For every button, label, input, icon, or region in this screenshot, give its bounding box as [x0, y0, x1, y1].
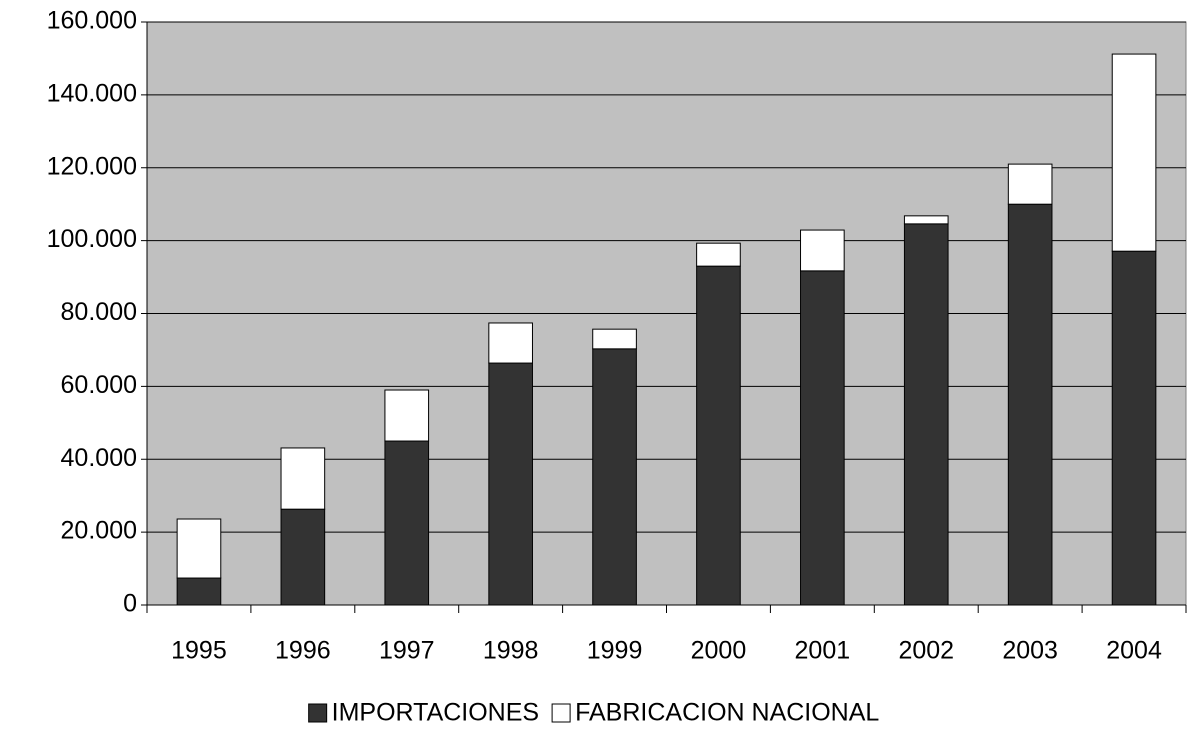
bar-segment — [384, 440, 430, 606]
x-tick-label: 2002 — [898, 637, 954, 665]
bar-segment — [176, 518, 222, 579]
legend-label: IMPORTACIONES — [332, 699, 539, 727]
bar-segment — [488, 362, 533, 606]
y-tick-label: 0 — [123, 590, 137, 618]
bar-segment — [592, 348, 637, 606]
bar-segment — [280, 508, 326, 606]
x-tick-label: 2000 — [691, 637, 747, 665]
x-tick-label: 1995 — [171, 637, 227, 665]
x-tick-label: 1997 — [379, 637, 435, 665]
x-tick-label: 2001 — [795, 637, 851, 665]
bar-segment — [800, 229, 845, 272]
bar-segment — [384, 389, 430, 442]
bar-segment — [1111, 53, 1157, 252]
bar-segment — [696, 265, 741, 606]
x-tick-label: 2003 — [1002, 637, 1058, 665]
x-tick-label: 1999 — [587, 637, 643, 665]
y-tick-label: 160.000 — [47, 7, 137, 35]
y-tick-label: 100.000 — [47, 225, 137, 253]
bar-segment — [800, 270, 845, 606]
bar-segment — [1007, 203, 1053, 606]
bar-segment — [280, 447, 326, 510]
y-tick-label: 80.000 — [61, 298, 137, 326]
bar-segment — [696, 242, 741, 267]
bar-segment — [1007, 163, 1053, 205]
bar-segment — [903, 223, 949, 606]
x-tick-label: 2004 — [1106, 637, 1162, 665]
y-tick-label: 40.000 — [61, 444, 137, 472]
bar-segment — [488, 322, 533, 364]
legend-swatch — [308, 703, 328, 723]
x-tick-label: 1996 — [275, 637, 331, 665]
y-tick-label: 60.000 — [61, 371, 137, 399]
bar-segment — [903, 215, 949, 225]
legend-label: FABRICACION NACIONAL — [575, 699, 879, 727]
x-tick-label: 1998 — [483, 637, 539, 665]
bar-segment — [592, 328, 637, 350]
bar-segment — [176, 577, 222, 606]
y-tick-label: 120.000 — [47, 152, 137, 180]
y-tick-label: 140.000 — [47, 79, 137, 107]
legend-swatch — [551, 703, 571, 723]
bar-segment — [1111, 250, 1157, 606]
y-tick-label: 20.000 — [61, 517, 137, 545]
